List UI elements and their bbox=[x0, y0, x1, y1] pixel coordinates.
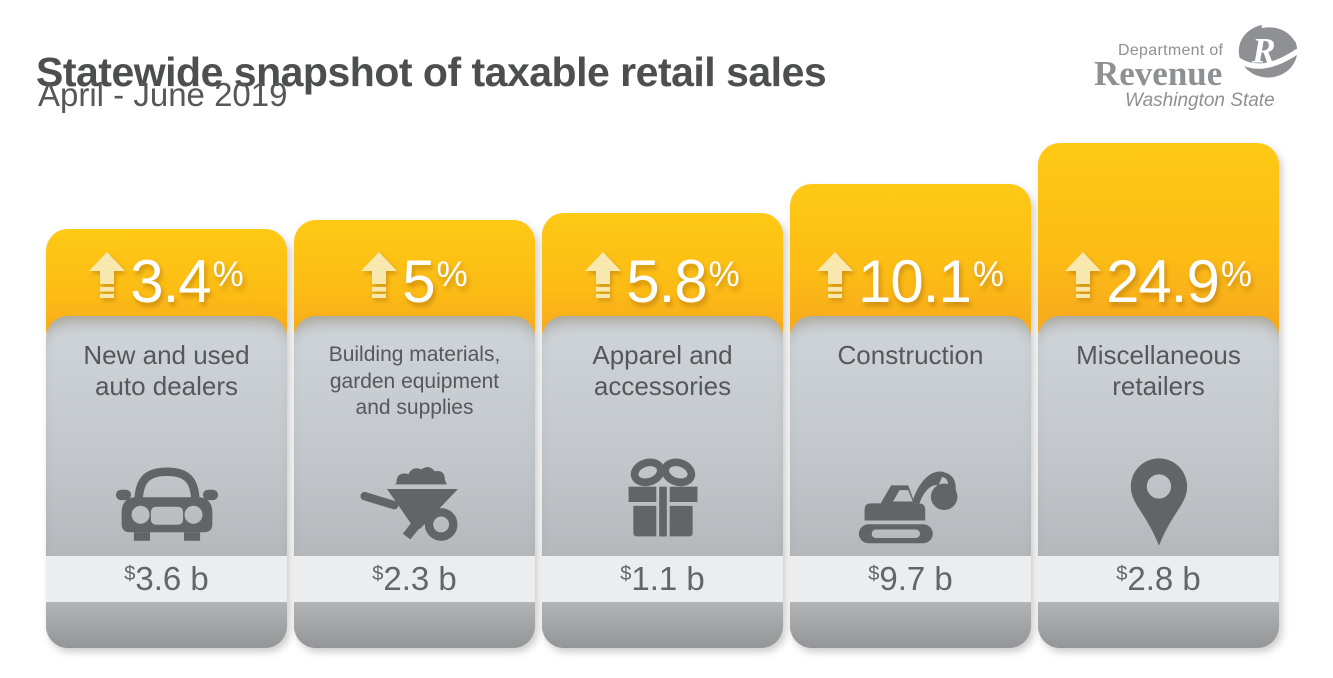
sales-value: $ 2.8 b bbox=[1038, 556, 1279, 602]
sales-value: $ 1.1 b bbox=[542, 556, 783, 602]
category-card-auto-dealers: 3.4 % New and used auto dealers bbox=[46, 229, 287, 648]
sales-amount: 1.1 b bbox=[631, 560, 705, 597]
percent-sign: % bbox=[1220, 255, 1252, 294]
up-arrow-icon bbox=[1065, 252, 1102, 303]
category-label: Miscellaneous retailers bbox=[1076, 340, 1241, 402]
sales-amount: 2.3 b bbox=[383, 560, 457, 597]
up-arrow-icon bbox=[361, 252, 398, 303]
sales-amount: 2.8 b bbox=[1127, 560, 1201, 597]
wheelbarrow-icon bbox=[359, 458, 471, 553]
category-label: Construction bbox=[837, 340, 984, 370]
dollar-sign: $ bbox=[372, 563, 384, 585]
page-title: Statewide snapshot of taxable retail sal… bbox=[36, 49, 827, 96]
sales-value: $ 3.6 b bbox=[46, 556, 287, 602]
dollar-sign: $ bbox=[1116, 563, 1128, 585]
category-card-apparel: 5.8 % Apparel and accessories bbox=[542, 213, 783, 648]
card-footer bbox=[790, 602, 1031, 648]
category-panel: Building materials, garden equipment and… bbox=[294, 316, 535, 648]
percent-value: 5 bbox=[402, 248, 435, 315]
sales-amount: 9.7 b bbox=[879, 560, 953, 597]
category-panel: Miscellaneous retailers $ 2.8 b bbox=[1038, 316, 1279, 648]
category-panel: Apparel and accessories $ 1. bbox=[542, 316, 783, 648]
up-arrow-icon bbox=[585, 252, 622, 303]
up-arrow-icon bbox=[89, 252, 126, 303]
category-card-construction: 10.1 % Construction $ 9.7 b bbox=[790, 184, 1031, 648]
percent-sign: % bbox=[708, 255, 740, 294]
gift-icon bbox=[619, 457, 707, 552]
percent-value: 10.1 bbox=[858, 248, 972, 315]
excavator-icon bbox=[853, 456, 969, 552]
dept-of-revenue-logo: Department of Revenue Washington State R bbox=[1090, 20, 1310, 112]
percent-sign: % bbox=[972, 255, 1004, 294]
card-footer bbox=[46, 602, 287, 648]
percent-sign: % bbox=[436, 255, 468, 294]
category-label: Building materials, garden equipment and… bbox=[328, 343, 501, 420]
sales-value: $ 9.7 b bbox=[790, 556, 1031, 602]
percent-value: 5.8 bbox=[626, 248, 707, 315]
card-footer bbox=[1038, 602, 1279, 648]
car-icon bbox=[115, 461, 219, 548]
logo-line-washington-state: Washington State bbox=[1125, 90, 1275, 111]
percent-sign: % bbox=[212, 255, 244, 294]
map-pin-icon bbox=[1126, 456, 1192, 553]
revenue-swirl-logo-icon: R bbox=[1236, 22, 1300, 85]
page-subtitle: April - June 2019 bbox=[38, 76, 288, 113]
logo-line-department-of: Department of bbox=[1118, 42, 1224, 59]
category-card-miscellaneous: 24.9 % Miscellaneous retailers $ 2.8 b bbox=[1038, 143, 1279, 648]
card-footer bbox=[294, 602, 535, 648]
category-panel: New and used auto dealers $ 3.6 b bbox=[46, 316, 287, 648]
percent-value: 3.4 bbox=[130, 248, 211, 315]
category-panel: Construction $ 9.7 b bbox=[790, 316, 1031, 648]
svg-text:R: R bbox=[1251, 31, 1276, 71]
category-label: Apparel and accessories bbox=[592, 340, 733, 402]
dollar-sign: $ bbox=[868, 563, 880, 585]
sales-amount: 3.6 b bbox=[135, 560, 209, 597]
dollar-sign: $ bbox=[124, 563, 136, 585]
up-arrow-icon bbox=[817, 252, 854, 303]
logo-line-revenue: Revenue bbox=[1094, 54, 1223, 93]
percent-value: 24.9 bbox=[1106, 248, 1220, 315]
dollar-sign: $ bbox=[620, 563, 632, 585]
category-card-building-materials: 5 % Building materials, garden equipment… bbox=[294, 220, 535, 648]
card-footer bbox=[542, 602, 783, 648]
sales-value: $ 2.3 b bbox=[294, 556, 535, 602]
category-label: New and used auto dealers bbox=[83, 340, 250, 402]
